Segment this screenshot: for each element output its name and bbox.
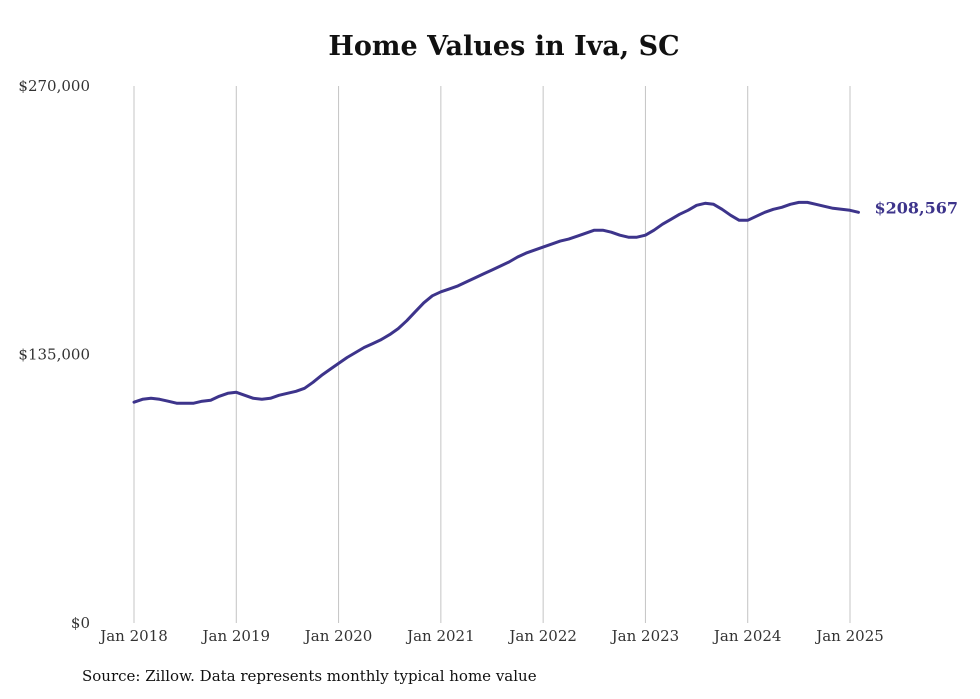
y-axis-ticks: $0 $135,000 $270,000 <box>18 77 90 632</box>
x-tick-label: Jan 2025 <box>814 627 884 645</box>
gridlines <box>133 86 851 623</box>
x-tick-label: Jan 2019 <box>201 627 271 645</box>
y-tick-label: $135,000 <box>18 346 90 364</box>
x-tick-label: Jan 2020 <box>303 627 373 645</box>
x-tick-label: Jan 2023 <box>610 627 680 645</box>
x-tick-label: Jan 2022 <box>507 627 577 645</box>
x-tick-label: Jan 2021 <box>405 627 475 645</box>
end-value-label: $208,567 <box>875 198 959 217</box>
y-tick-label: $0 <box>71 614 90 632</box>
x-axis-ticks: Jan 2018 Jan 2019 Jan 2020 Jan 2021 Jan 2022… <box>98 627 884 645</box>
y-tick-label: $270,000 <box>18 77 90 95</box>
x-tick-label: Jan 2024 <box>712 627 782 645</box>
series-layer: $208,567 <box>132 198 959 405</box>
x-tick-label: Jan 2018 <box>98 627 168 645</box>
series-line <box>132 200 860 405</box>
chart-title: Home Values in Iva, SC <box>328 31 680 62</box>
source-note: Source: Zillow. Data represents monthly … <box>82 667 537 685</box>
